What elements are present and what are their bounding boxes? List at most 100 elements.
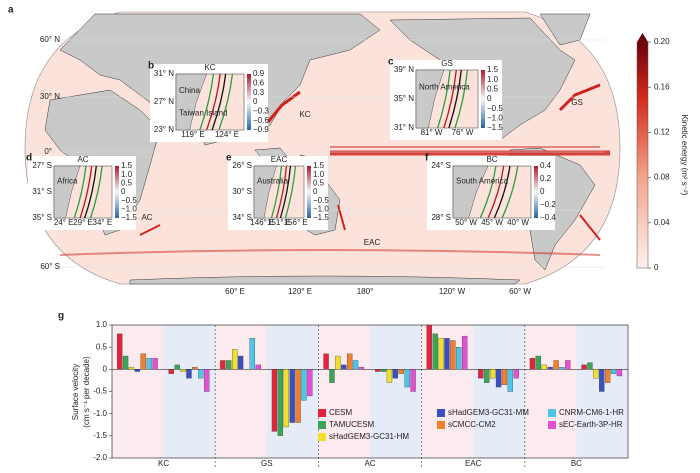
inset-cbar-label: 0.3	[253, 88, 265, 97]
bar	[604, 369, 611, 383]
colorbar-tick-label: 0.20	[654, 37, 670, 46]
colorbar-tick-label: 0.08	[654, 173, 670, 182]
inset-land-label: North America	[419, 83, 470, 92]
inset-ytick: 31° S	[32, 187, 52, 196]
bar	[341, 364, 347, 370]
bar	[255, 364, 261, 370]
inset-cbar-label: 0	[253, 97, 258, 106]
lon-label: 180°	[357, 287, 374, 296]
inset-cbar-label: −1.0	[121, 204, 137, 213]
inset-xtick: 34° E	[93, 218, 113, 227]
y-tick-label: 1.0	[96, 320, 108, 329]
inset-stream	[205, 73, 221, 131]
bar	[484, 369, 490, 383]
inset-cbar-label: −0.9	[253, 125, 269, 134]
bar	[386, 369, 393, 383]
bar	[301, 369, 307, 401]
inset-ytick: 34° S	[232, 213, 252, 222]
inset-xtick: 156° E	[284, 218, 308, 227]
bar	[461, 335, 468, 370]
inset-ytick: 24° S	[431, 161, 451, 170]
colorbar-tick-label: 0.16	[654, 82, 670, 91]
background-band	[473, 325, 525, 458]
inset-colorbar	[534, 166, 538, 218]
inset-xtick: 76° W	[452, 128, 474, 137]
inset-cbar-label: −0.5	[313, 196, 329, 205]
inset-stream	[443, 69, 457, 129]
bar	[186, 369, 192, 379]
current-label: KC	[299, 110, 310, 119]
legend-swatch	[437, 421, 445, 429]
bar	[271, 369, 278, 432]
bar	[122, 355, 129, 370]
bar	[616, 369, 623, 377]
inset-stream	[493, 165, 511, 219]
inset-cbar-label: 0.5	[313, 178, 325, 187]
lat-label: 0°	[44, 147, 52, 156]
y-tick-label: 0	[103, 364, 108, 373]
inset-cbar-label: 0	[487, 94, 492, 103]
inset-stream	[79, 165, 93, 219]
inset-ytick: 30° S	[232, 187, 252, 196]
inset-stream	[89, 165, 103, 219]
inset-land	[415, 69, 445, 129]
bar	[152, 358, 158, 370]
bar	[128, 366, 135, 370]
bar	[295, 369, 301, 423]
bar	[438, 338, 444, 370]
inset-cbar-label: 0.5	[487, 84, 499, 93]
inset-stream	[84, 165, 97, 219]
bar	[581, 364, 587, 370]
inset-cbar-label: 0.4	[540, 161, 552, 170]
inset-cbar-label: −1.0	[313, 204, 329, 213]
inset-stream	[199, 73, 215, 131]
inset-stream	[479, 165, 497, 219]
inset-letter: e	[226, 153, 232, 164]
bar	[559, 366, 565, 370]
bar	[352, 360, 359, 370]
bar	[329, 369, 335, 383]
inset-title: BC	[486, 155, 497, 164]
legend-swatch	[318, 421, 326, 429]
inset-cbar-label: −1.5	[121, 213, 137, 222]
inset-stream	[454, 69, 469, 129]
inset-land	[53, 165, 81, 219]
background-band	[524, 325, 577, 458]
inset-letter: b	[148, 61, 154, 72]
inset-ytick: 39° N	[394, 65, 414, 74]
inset-ytick: 27° S	[32, 161, 52, 170]
inset-cbar-label: 0.9	[253, 69, 265, 78]
inset-land-label: South America	[456, 177, 509, 186]
inset-xtick: 151° E	[267, 218, 291, 227]
bar	[380, 369, 387, 372]
bar	[410, 369, 416, 392]
bar	[168, 369, 174, 374]
legend-label: sCMCC-CM2	[448, 420, 496, 429]
legend-label: CNRM-CM6-1-HR	[559, 408, 624, 417]
inset-cbar-label: 1.5	[121, 161, 133, 170]
inset-cbar-label: 0.2	[540, 174, 552, 183]
inset-land	[253, 165, 277, 219]
y-axis-label: Surface velocity	[71, 364, 80, 420]
bar	[335, 355, 341, 370]
bar	[426, 324, 432, 370]
colorbar-tick-label: 0.04	[654, 218, 670, 227]
bar	[346, 353, 353, 370]
bar	[432, 333, 438, 370]
lon-label: 60° E	[225, 287, 245, 296]
inset-xtick: 119° E	[181, 130, 205, 139]
inset-ytick: 28° S	[431, 213, 451, 222]
legend-label: sHadGEM3-GC31-HM	[329, 432, 409, 441]
x-tick-label: GS	[261, 459, 273, 468]
inset-stream	[448, 69, 462, 129]
inset-cbar-label: −0.3	[253, 106, 269, 115]
colorbar-label: Kinetic energy (m² s⁻²)	[680, 115, 689, 196]
inset-stream	[275, 165, 288, 219]
panel-letter: a	[8, 5, 14, 16]
x-tick-label: BC	[571, 459, 582, 468]
inset: 0.4 0.2 0 −0.2 −0.4 24° S 28° S 50° W 45° W 40° W…	[425, 153, 556, 230]
inset: 1.51.00.50−0.5−1.0−1.5 39° N 35° N 31° N 81°…	[388, 57, 503, 140]
inset-cbar-label: 1.0	[121, 170, 133, 179]
inset-cbar-label: −1.5	[313, 213, 329, 222]
